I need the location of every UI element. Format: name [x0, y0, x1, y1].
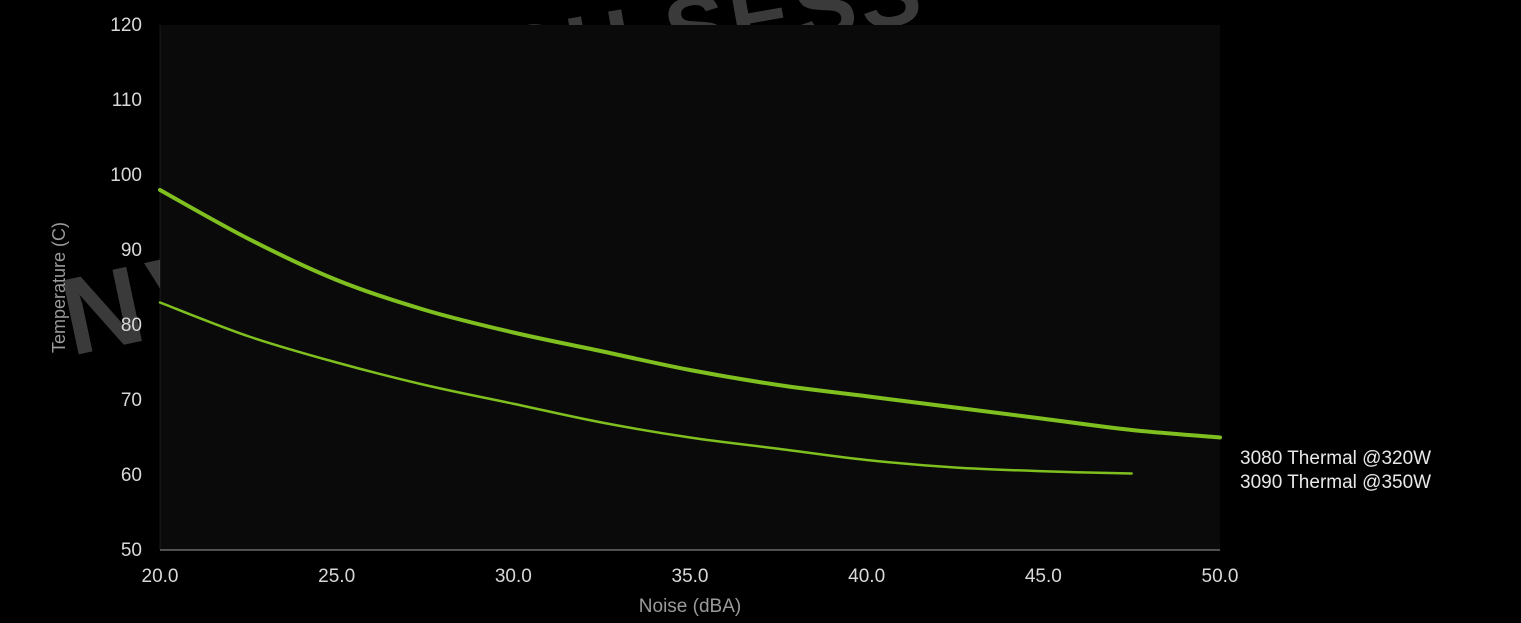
y-tick-label: 100: [110, 165, 142, 186]
y-tick-label: 110: [112, 90, 142, 111]
y-tick-label: 50: [121, 540, 142, 561]
x-tick-label: 35.0: [672, 566, 709, 587]
legend-item-3080: 3080 Thermal @320W: [1240, 448, 1431, 470]
thermal-noise-chart: 50 60 70 80 90 100 110 120 20.0 25.0 30.0 35.0 40.0 4…: [0, 0, 1521, 623]
x-tick-label: 40.0: [848, 566, 885, 587]
x-tick-label: 45.0: [1025, 566, 1062, 587]
x-tick-label: 25.0: [318, 566, 355, 587]
series-0: [160, 190, 1220, 438]
x-axis-title: Noise (dBA): [639, 596, 741, 617]
x-tick-label: 50.0: [1202, 566, 1239, 587]
x-tick-label: 20.0: [142, 566, 179, 587]
y-tick-label: 120: [110, 15, 142, 36]
y-tick-label: 60: [121, 465, 142, 486]
y-tick-label: 80: [121, 315, 142, 336]
page-root: ECH SESS NVIDI PROVIDED UNDER I A 506070…: [0, 0, 1521, 623]
legend-item-3090: 3090 Thermal @350W: [1240, 472, 1431, 494]
x-tick-label: 30.0: [495, 566, 532, 587]
y-axis-title: Temperature (C): [49, 222, 69, 353]
y-tick-label: 70: [121, 390, 142, 411]
y-tick-label: 90: [121, 240, 142, 261]
series-1: [160, 303, 1132, 474]
